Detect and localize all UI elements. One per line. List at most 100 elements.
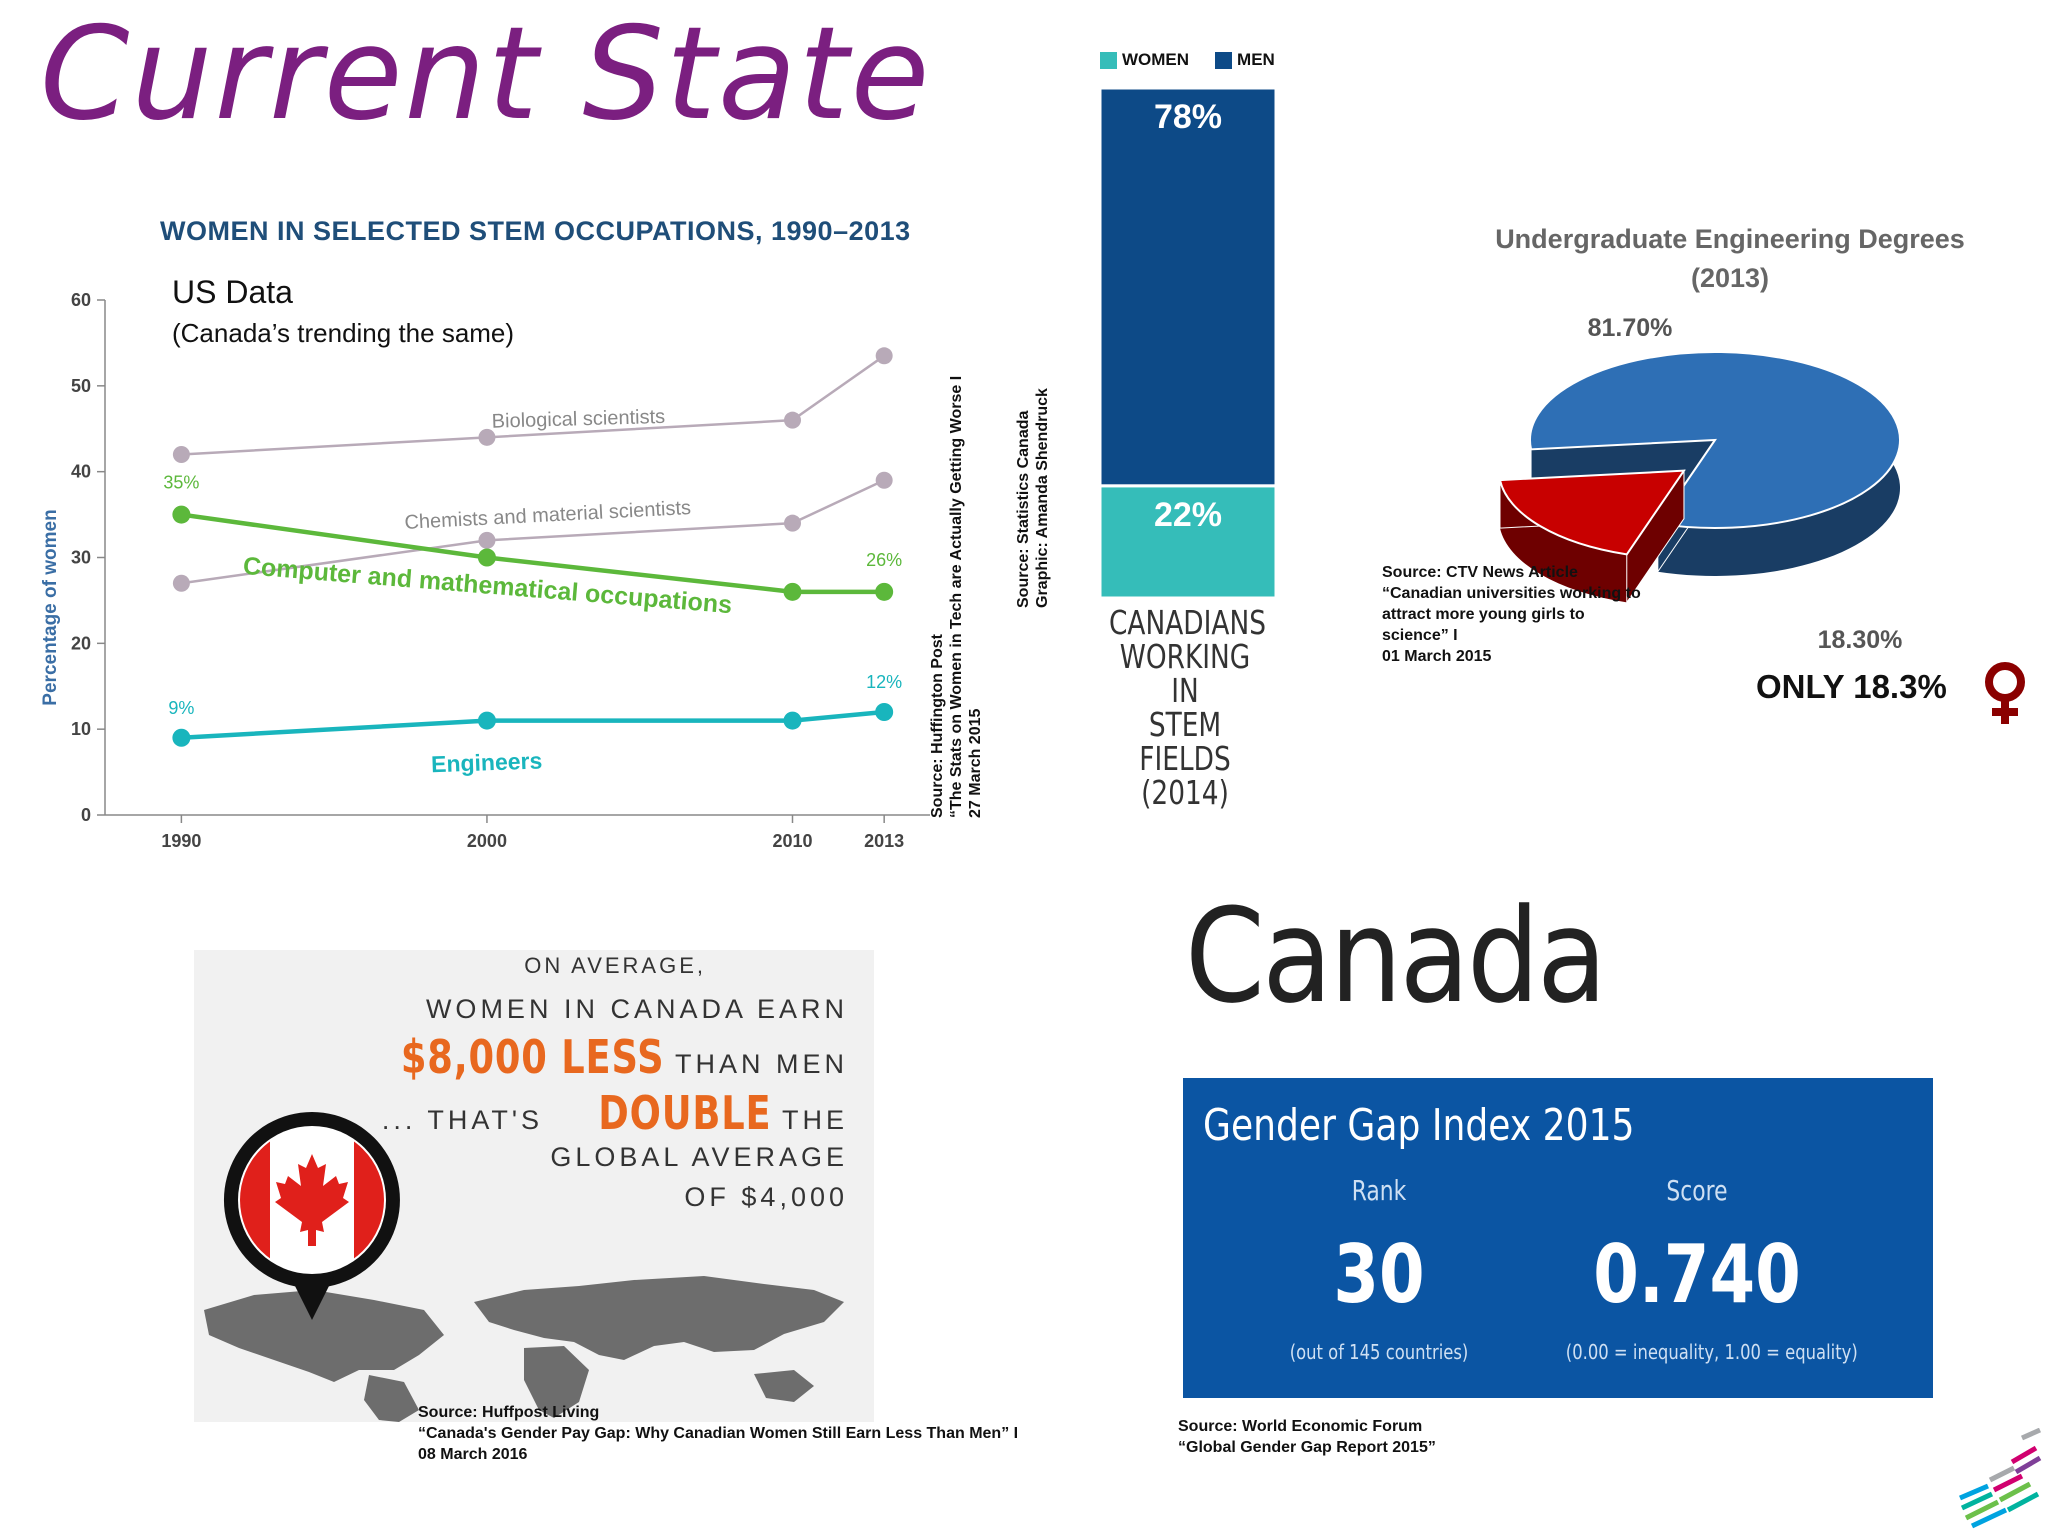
data-point (784, 411, 801, 429)
caption-line: (2014) (1141, 773, 1229, 812)
pie-slice-side (1500, 480, 1627, 603)
gender-gap-source: Source: World Economic Forum “Global Gen… (1178, 1416, 1436, 1458)
source-line: “The Stats on Women in Tech are Actually… (948, 375, 965, 818)
pie-title-line: (2013) (1690, 263, 1770, 293)
legend-label: WOMEN (1122, 50, 1190, 69)
data-label: 26% (866, 550, 902, 570)
source-line: Source: Statistics Canada (1015, 410, 1032, 608)
x-tick-label: 2000 (467, 831, 507, 851)
pay-line-3-rest: THAN MEN (663, 1049, 848, 1079)
source-line: Source: Huffington Post (929, 634, 946, 818)
us-data-note: US Data (172, 274, 293, 310)
pay-line-3: $8,000 LESS THAN MEN (335, 1030, 848, 1084)
series-name-label: Chemists and material scientists (404, 497, 692, 534)
data-point (784, 514, 801, 532)
pay-gap-infographic: ON AVERAGE, WOMEN IN CANADA EARN $8,000 … (194, 950, 874, 1422)
source-line: Source: CTV News Article (1382, 564, 1578, 581)
pay-amount-highlight: $8,000 LESS (400, 1030, 664, 1084)
gender-gap-title: Gender Gap Index 2015 (1203, 1100, 1635, 1151)
data-label: 9% (168, 698, 194, 718)
pie-title-line: Undergraduate Engineering Degrees (1495, 224, 1965, 254)
caption-line: STEM FIELDS (1139, 705, 1231, 778)
caption-line: CANADIANS (1109, 603, 1266, 642)
female-symbol-icon (1985, 662, 2025, 724)
legend-item: MEN (1215, 50, 1275, 70)
series-name-label: Biological scientists (491, 406, 665, 433)
stacked-segment (1098, 86, 1278, 488)
data-point (783, 582, 802, 601)
slice-label: 18.30% (1818, 626, 1903, 654)
y-tick-label: 10 (71, 719, 91, 739)
data-point (783, 711, 802, 730)
data-point (172, 505, 191, 524)
x-tick-label: 2010 (772, 831, 812, 851)
source-line: 01 March 2015 (1382, 648, 1492, 665)
y-tick-label: 60 (71, 290, 91, 310)
pay-line-4-pre: ... THAT'S (381, 1105, 555, 1135)
y-tick-label: 20 (71, 633, 91, 653)
data-point (172, 446, 190, 463)
segment-label: 78% (1154, 98, 1222, 136)
world-map-icon (204, 1276, 844, 1422)
pay-line-6: OF $4,000 (684, 1182, 848, 1212)
source-line: Graphic: Amanda Shendruck (1034, 388, 1051, 608)
ibm-logo-icon (1959, 1428, 2042, 1529)
source-line: science” I (1382, 627, 1458, 644)
data-point (875, 471, 893, 489)
series-line (181, 709, 885, 740)
pay-double-highlight: DOUBLE (597, 1086, 771, 1140)
legend-swatch (1100, 51, 1117, 69)
score-label: Score (1666, 1174, 1728, 1207)
pay-gap-source: Source: Huffpost Living “Canada's Gender… (418, 1402, 1018, 1465)
stacked-bar-legend: WOMEN MEN (1100, 50, 1275, 70)
series-line (181, 512, 885, 595)
x-tick-label: 1990 (161, 831, 201, 851)
rank-label: Rank (1351, 1174, 1407, 1207)
source-line: “Canada's Gender Pay Gap: Why Canadian W… (418, 1425, 1019, 1442)
segment-label: 22% (1154, 496, 1222, 534)
series-name-label: Engineers (431, 747, 543, 777)
y-tick-label: 30 (71, 548, 91, 568)
x-tick-label: 2013 (864, 831, 904, 851)
engineering-degrees-pie: 81.70% 18.30% (1500, 314, 1903, 654)
pie-chart-title: Undergraduate Engineering Degrees (2013) (1480, 220, 1980, 298)
stacked-bar-source: Source: Statistics Canada Graphic: Amand… (1014, 388, 1052, 608)
source-line: 08 March 2016 (418, 1446, 528, 1463)
legend-label: MEN (1237, 50, 1275, 69)
rank-note: (out of 145 countries) (1289, 1340, 1469, 1364)
y-tick-label: 0 (81, 805, 91, 825)
data-label: 35% (163, 473, 199, 493)
line-chart-source: Source: Huffington Post “The Stats on Wo… (928, 376, 985, 818)
data-point (478, 428, 496, 446)
data-point (875, 347, 893, 365)
pie-chart-source: Source: CTV News Article “Canadian unive… (1382, 562, 1641, 667)
y-tick-label: 40 (71, 462, 91, 482)
pay-line-1: ON AVERAGE, (524, 953, 706, 978)
us-data-subnote: (Canada’s trending the same) (172, 318, 515, 348)
legend-swatch (1215, 51, 1233, 69)
source-line: Source: World Economic Forum (1178, 1418, 1423, 1435)
data-point (478, 531, 496, 549)
pie-slice (1529, 351, 1901, 529)
stacked-bar-caption: CANADIANS WORKING IN STEM FIELDS (2014) (1109, 603, 1266, 812)
data-point (477, 548, 496, 567)
source-line: 27 March 2015 (967, 708, 984, 818)
slide-title: Current State (40, 0, 932, 149)
data-point (172, 574, 190, 592)
series-line (181, 479, 885, 585)
line-chart-title: WOMEN IN SELECTED STEM OCCUPATIONS, 1990… (160, 216, 911, 246)
data-point (477, 711, 496, 730)
source-line: Source: Huffpost Living (418, 1404, 600, 1421)
source-line: attract more young girls to (1382, 606, 1585, 623)
data-point (875, 703, 894, 721)
rank-value: 30 (1333, 1228, 1425, 1321)
data-point (875, 582, 894, 601)
pay-line-4-rest: THE (770, 1105, 848, 1135)
canada-flag-pin-icon (223, 1112, 400, 1320)
legend-item: WOMEN (1100, 50, 1189, 70)
stem-line-chart: 0 10 20 30 40 50 60 1990 2000 2010 2013 Percentage … (40, 290, 930, 851)
only-percentage-text: ONLY 18.3% (1756, 668, 1947, 705)
country-heading: Canada (1185, 880, 1607, 1032)
score-value: 0.740 (1593, 1228, 1801, 1321)
source-line: “Global Gender Gap Report 2015” (1178, 1439, 1436, 1456)
